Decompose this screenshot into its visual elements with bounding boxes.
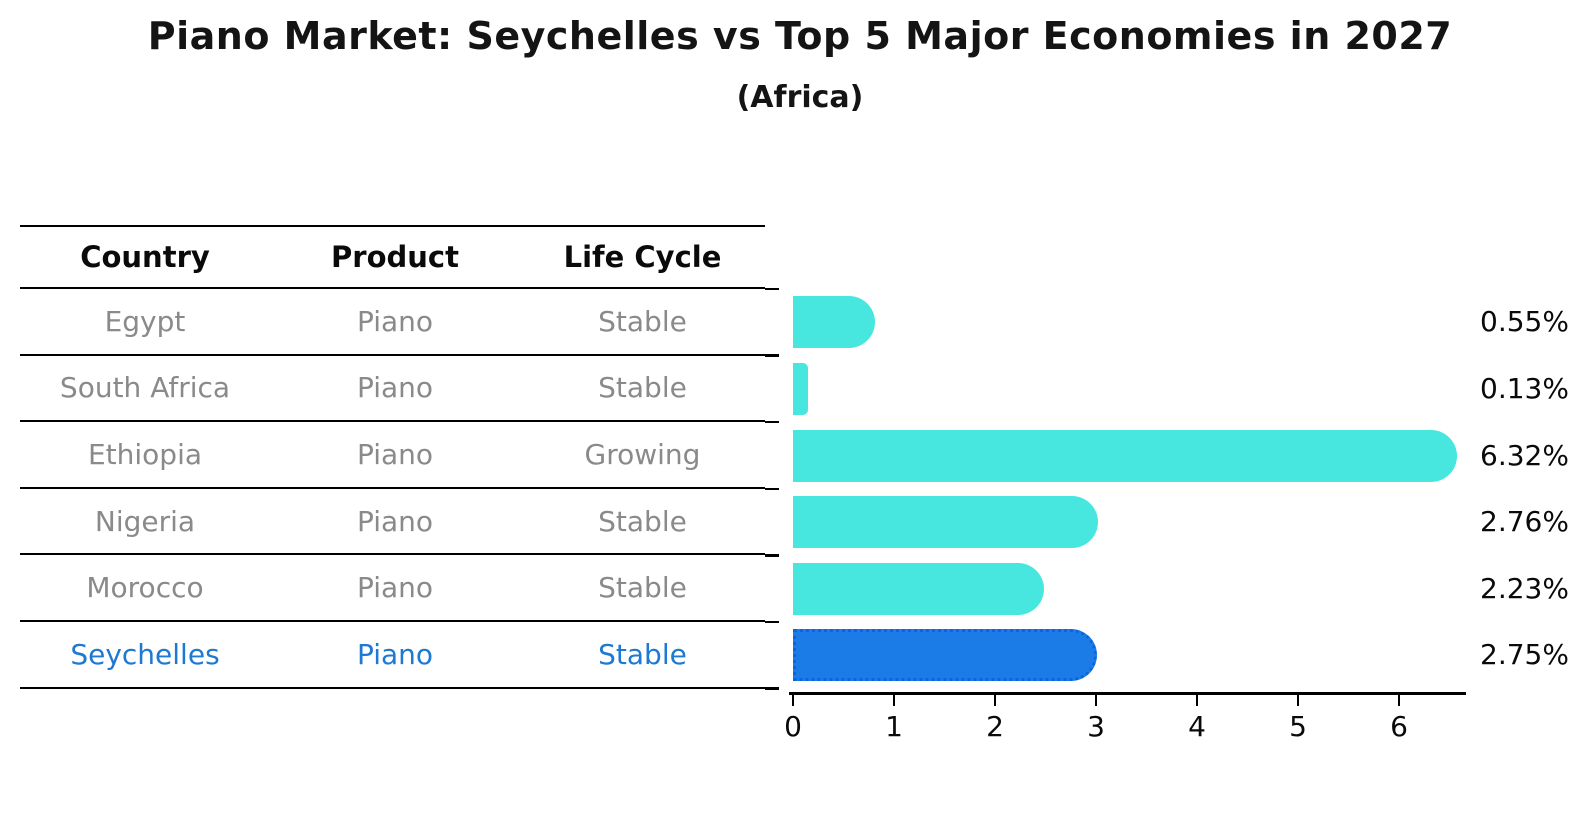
x-axis-tick-label: 0	[784, 710, 802, 743]
x-axis-tick	[1296, 695, 1300, 706]
table-row: Nigeria Piano Stable	[20, 489, 765, 556]
country-cell: Ethiopia	[87, 437, 203, 471]
bar-value-label: 2.23%	[1480, 571, 1569, 605]
x-axis-tick-label: 2	[986, 710, 1004, 743]
bar-value-label: 2.75%	[1480, 638, 1569, 672]
bar-value-label: 0.13%	[1480, 371, 1569, 405]
product-cell: Piano	[356, 504, 434, 538]
x-axis-tick-label: 5	[1289, 710, 1307, 743]
bar-value-label: 0.55%	[1480, 305, 1569, 339]
product-cell: Piano	[356, 304, 434, 338]
country-cell: Seychelles	[70, 637, 220, 671]
x-axis-tick	[993, 695, 997, 706]
y-axis-tick	[765, 554, 779, 557]
table-header-row: Country Product Life Cycle	[20, 225, 765, 289]
country-cell: Egypt	[104, 304, 186, 338]
lifecycle-cell: Stable	[598, 637, 687, 671]
x-axis-tick-label: 6	[1390, 710, 1408, 743]
lifecycle-cell: Stable	[598, 304, 687, 338]
y-axis-tick	[765, 420, 779, 424]
x-axis-tick	[791, 695, 795, 706]
table-row-highlighted: Seychelles Piano Stable	[20, 622, 765, 689]
bar-value-label: 2.76%	[1480, 505, 1569, 539]
y-axis-tick	[765, 287, 779, 291]
x-axis-tick-label: 3	[1087, 710, 1105, 743]
table-row: Morocco Piano Stable	[20, 555, 765, 622]
product-cell: Piano	[356, 437, 434, 471]
country-cell: Morocco	[86, 571, 204, 605]
header-country: Country	[80, 240, 210, 274]
y-axis-tick	[765, 687, 779, 690]
x-axis-tick-label: 1	[885, 710, 903, 743]
x-axis-line	[789, 692, 1466, 695]
table-row: South Africa Piano Stable	[20, 356, 765, 423]
bar-egypt	[793, 296, 875, 349]
lifecycle-cell: Stable	[598, 371, 687, 405]
x-axis-tick	[1094, 695, 1098, 706]
y-axis-tick	[765, 354, 779, 357]
y-axis-tick	[765, 620, 779, 624]
product-cell: Piano	[356, 371, 434, 405]
x-axis-tick	[892, 695, 896, 706]
lifecycle-cell: Stable	[598, 571, 687, 605]
bar-value-label: 6.32%	[1480, 438, 1569, 472]
product-cell: Piano	[356, 637, 434, 671]
x-axis-tick	[1195, 695, 1199, 706]
country-cell: South Africa	[59, 371, 231, 405]
country-cell: Nigeria	[94, 504, 196, 538]
table-row: Egypt Piano Stable	[20, 289, 765, 356]
table-row: Ethiopia Piano Growing	[20, 422, 765, 489]
y-axis-tick	[765, 487, 779, 491]
header-lifecycle: Life Cycle	[563, 240, 722, 274]
bar-ethiopia	[793, 429, 1458, 482]
bar-south-africa	[793, 362, 809, 415]
x-axis-tick	[1397, 695, 1401, 706]
bar-nigeria	[793, 496, 1098, 549]
lifecycle-cell: Stable	[598, 504, 687, 538]
table-body: Egypt Piano Stable South Africa Piano St…	[20, 289, 765, 689]
chart-subtitle: (Africa)	[736, 80, 864, 115]
lifecycle-cell: Growing	[584, 437, 701, 471]
product-cell: Piano	[356, 571, 434, 605]
x-axis-tick-label: 4	[1188, 710, 1206, 743]
comparison-table: Country Product Life Cycle Egypt Piano S…	[20, 225, 765, 689]
header-product: Product	[331, 240, 459, 274]
chart-title: Piano Market: Seychelles vs Top 5 Major …	[147, 14, 1453, 58]
bar-morocco	[793, 562, 1045, 615]
bar-seychelles-highlighted	[793, 629, 1097, 682]
